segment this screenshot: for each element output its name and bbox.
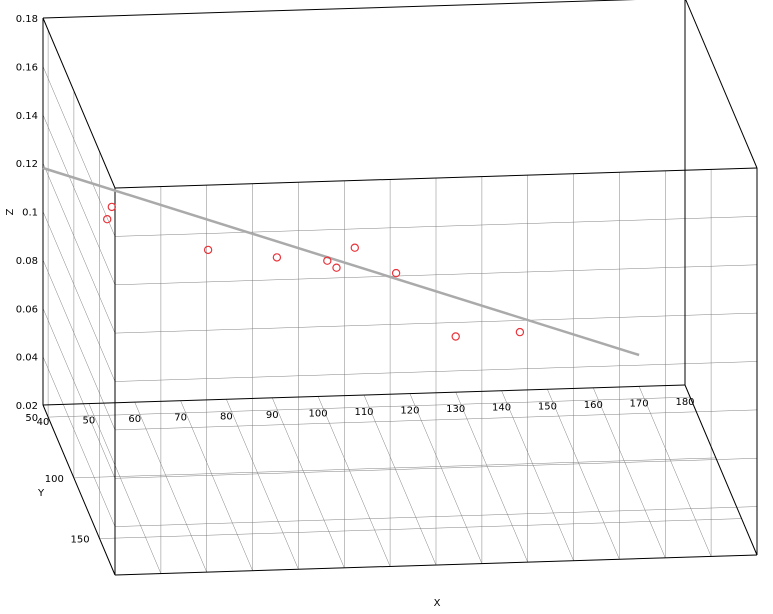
grid-line-back-z — [114, 458, 758, 479]
x-tick-label: 170 — [630, 398, 649, 409]
grid-line-floor-y — [73, 457, 716, 479]
x-tick-label: 140 — [492, 403, 511, 414]
data-point — [451, 332, 460, 341]
data-point — [203, 245, 213, 255]
box-edge — [42, 0, 637, 19]
box-edge — [42, 404, 116, 576]
grid-line-floor-x — [593, 387, 666, 558]
tick-labels-layer: 40 50 60 70 80 90 100 110 120 130 140 150 160 170 1805… — [16, 14, 695, 546]
box-edge — [42, 384, 686, 406]
y-tick-label: 150 — [71, 535, 90, 546]
box-edge — [685, 0, 758, 169]
grid-line-floor-x — [272, 397, 345, 568]
z-tick-label: 0.08 — [16, 256, 38, 267]
x-tick-label: 70 — [174, 413, 187, 424]
data-point — [272, 253, 282, 262]
data-point — [102, 214, 112, 224]
grid-line-floor-x — [501, 390, 574, 561]
grid-line-back-z — [114, 312, 758, 334]
grid-line-floor-x — [363, 394, 437, 566]
z-tick-label: 0.1 — [22, 208, 38, 219]
x-tick-label: 150 — [538, 401, 557, 412]
x-tick-label: 100 — [309, 408, 328, 419]
grid-line-back-z — [114, 264, 758, 286]
grid-line-floor-y — [48, 396, 691, 418]
grid-line-left-z — [42, 163, 116, 334]
x-tick-label: 120 — [400, 406, 419, 417]
grid-line-left-z — [42, 66, 116, 237]
grid-line-left-z — [42, 211, 116, 382]
fit-line — [42, 166, 640, 357]
grid-line-floor-x — [409, 393, 483, 564]
z-tick-label: 0.18 — [16, 14, 38, 25]
x-tick-label: 180 — [675, 397, 694, 408]
z-tick-label: 0.02 — [16, 401, 38, 412]
data-point — [350, 243, 359, 252]
z-tick-label: 0.14 — [16, 111, 38, 122]
box-edge — [114, 167, 758, 189]
grid-line-floor-x — [547, 389, 620, 560]
grid-line-left-z — [42, 356, 116, 527]
grid-line-left-z — [42, 308, 116, 479]
grid-line-back-z — [114, 506, 758, 527]
box-edge — [42, 17, 116, 189]
x-tick-label: 60 — [128, 414, 141, 425]
z-axis-label: Z — [3, 209, 14, 216]
grid-line-floor-x — [88, 403, 162, 574]
grid-line-floor-y — [99, 518, 742, 539]
data-point — [323, 256, 332, 265]
x-tick-label: 50 — [83, 416, 96, 427]
z-tick-label: 0.04 — [16, 353, 38, 364]
data-point — [332, 263, 341, 272]
grid-line-floor-x — [134, 402, 207, 573]
z-tick-label: 0.12 — [16, 159, 38, 170]
grid-line-back-z — [114, 216, 758, 237]
grid-line-back-z — [114, 361, 758, 382]
grid-line-floor-x — [638, 386, 712, 557]
grid-line-left-z — [42, 114, 116, 285]
y-tick-label: 50 — [25, 413, 38, 424]
grid-line-back-z — [114, 409, 758, 431]
grid-line-floor-x — [317, 396, 391, 567]
grid — [42, 17, 758, 576]
grid-line-left-z — [42, 259, 116, 430]
points-layer — [102, 202, 525, 341]
x-tick-label: 110 — [354, 407, 373, 418]
data-point — [391, 268, 401, 278]
grid-line-floor-x — [455, 392, 528, 563]
z-tick-label: 0.16 — [16, 62, 38, 73]
x-axis-label: X — [434, 598, 441, 609]
data-point — [107, 202, 117, 212]
grid-line-floor-x — [226, 399, 299, 570]
data-point — [515, 327, 525, 337]
fit-line-layer — [42, 166, 640, 357]
x-tick-label: 130 — [446, 404, 465, 415]
x-tick-label: 160 — [584, 400, 603, 411]
x-tick-label: 80 — [220, 411, 233, 422]
axes-box — [42, 0, 758, 576]
y-axis-label: Y — [37, 488, 45, 499]
grid-line-floor-x — [180, 400, 253, 571]
x-tick-label: 40 — [37, 417, 50, 428]
box-edge — [684, 384, 758, 556]
y-tick-label: 100 — [45, 474, 64, 485]
box-edge — [114, 554, 758, 576]
z-tick-label: 0.06 — [16, 304, 38, 315]
x-tick-label: 90 — [266, 410, 279, 421]
